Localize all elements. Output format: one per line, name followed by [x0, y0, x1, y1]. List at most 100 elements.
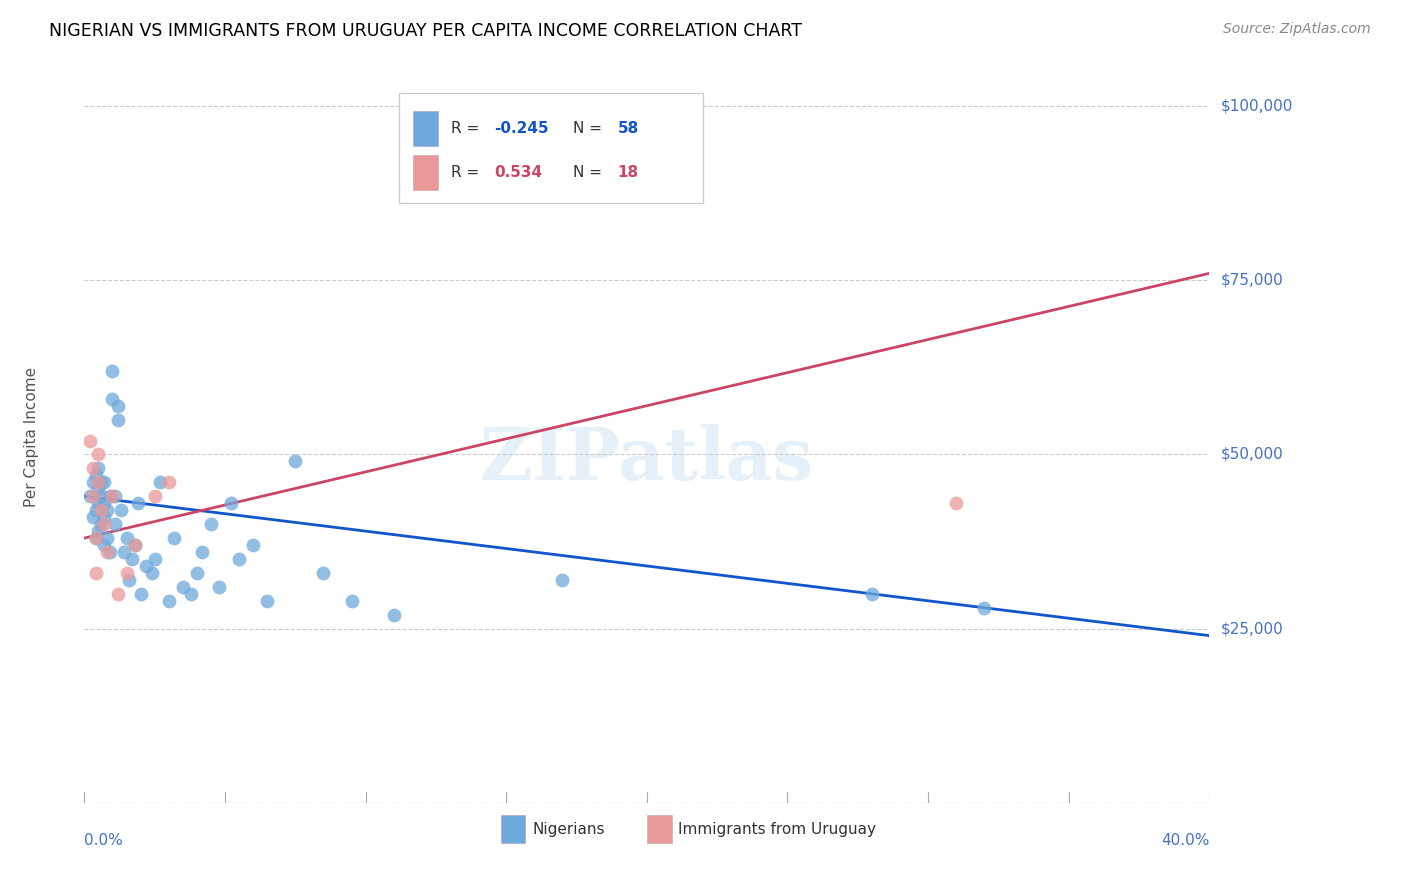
Text: $100,000: $100,000 — [1220, 99, 1292, 113]
Text: $50,000: $50,000 — [1220, 447, 1284, 462]
Point — [284, 454, 307, 468]
Point — [115, 566, 138, 580]
Point — [121, 552, 143, 566]
Point — [129, 587, 152, 601]
Text: 0.0%: 0.0% — [84, 833, 124, 848]
Point — [208, 580, 231, 594]
Text: -0.245: -0.245 — [494, 121, 548, 136]
Text: R =: R = — [451, 165, 489, 180]
Point — [79, 489, 101, 503]
Point — [93, 517, 115, 532]
Point — [186, 566, 208, 580]
Point — [115, 531, 138, 545]
Point — [340, 594, 363, 608]
Point — [219, 496, 242, 510]
Point — [82, 489, 104, 503]
Bar — [413, 111, 437, 146]
Text: ZIPatlas: ZIPatlas — [479, 424, 814, 494]
Point — [945, 496, 967, 510]
Point — [87, 483, 110, 497]
Point — [551, 573, 574, 587]
Text: 18: 18 — [617, 165, 638, 180]
Point — [84, 531, 107, 545]
Text: $75,000: $75,000 — [1220, 273, 1284, 288]
Point — [110, 503, 132, 517]
Bar — [399, 94, 703, 203]
Point — [96, 503, 118, 517]
Bar — [501, 815, 526, 843]
Point — [157, 594, 180, 608]
Point — [860, 587, 883, 601]
Point — [87, 448, 110, 462]
Point — [82, 475, 104, 490]
Text: 58: 58 — [617, 121, 638, 136]
Text: Source: ZipAtlas.com: Source: ZipAtlas.com — [1223, 22, 1371, 37]
Bar — [647, 815, 672, 843]
Point — [135, 558, 157, 573]
Point — [149, 475, 172, 490]
Point — [143, 489, 166, 503]
Point — [84, 566, 107, 580]
Point — [82, 510, 104, 524]
Point — [104, 517, 127, 532]
Point — [98, 545, 121, 559]
Text: Immigrants from Uruguay: Immigrants from Uruguay — [678, 822, 876, 837]
Point — [93, 496, 115, 510]
Point — [93, 538, 115, 552]
Text: 0.534: 0.534 — [494, 165, 541, 180]
Point — [191, 545, 214, 559]
Point — [143, 552, 166, 566]
Point — [256, 594, 278, 608]
Point — [87, 461, 110, 475]
Text: R =: R = — [451, 121, 484, 136]
Point — [200, 517, 222, 532]
Point — [96, 545, 118, 559]
Point — [101, 392, 124, 406]
Point — [107, 412, 129, 426]
Point — [90, 489, 112, 503]
Point — [90, 503, 112, 517]
Point — [107, 587, 129, 601]
Point — [973, 600, 995, 615]
Point — [124, 538, 146, 552]
Point — [101, 489, 124, 503]
Point — [127, 496, 149, 510]
Text: N =: N = — [572, 121, 606, 136]
Point — [98, 489, 121, 503]
Point — [84, 468, 107, 483]
Point — [112, 545, 135, 559]
Text: Nigerians: Nigerians — [531, 822, 605, 837]
Point — [93, 475, 115, 490]
Point — [93, 510, 115, 524]
Point — [124, 538, 146, 552]
Point — [180, 587, 202, 601]
Point — [90, 517, 112, 532]
Point — [118, 573, 141, 587]
Point — [104, 489, 127, 503]
Point — [84, 531, 107, 545]
Point — [87, 524, 110, 538]
Point — [87, 475, 110, 490]
Text: $25,000: $25,000 — [1220, 621, 1284, 636]
Point — [228, 552, 250, 566]
Text: N =: N = — [572, 165, 606, 180]
Text: Per Capita Income: Per Capita Income — [24, 367, 39, 508]
Point — [163, 531, 186, 545]
Point — [157, 475, 180, 490]
Point — [107, 399, 129, 413]
Point — [87, 496, 110, 510]
Point — [82, 461, 104, 475]
Point — [79, 434, 101, 448]
Point — [172, 580, 194, 594]
Point — [84, 503, 107, 517]
Text: NIGERIAN VS IMMIGRANTS FROM URUGUAY PER CAPITA INCOME CORRELATION CHART: NIGERIAN VS IMMIGRANTS FROM URUGUAY PER … — [49, 22, 803, 40]
Point — [90, 475, 112, 490]
Point — [382, 607, 405, 622]
Point — [242, 538, 264, 552]
Point — [96, 531, 118, 545]
Bar — [413, 154, 437, 190]
Text: 40.0%: 40.0% — [1161, 833, 1209, 848]
Point — [141, 566, 163, 580]
Point — [636, 183, 658, 197]
Point — [312, 566, 335, 580]
